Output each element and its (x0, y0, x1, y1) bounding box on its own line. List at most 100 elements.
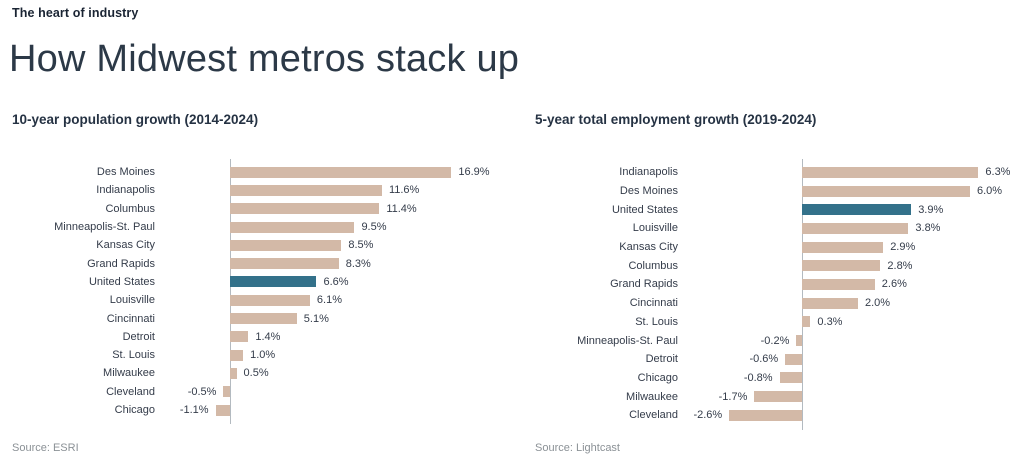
value-label: 8.3% (345, 257, 371, 270)
bar-row: Columbus 2.8% (535, 256, 1023, 275)
value-label: 3.9% (918, 203, 944, 216)
bar-row: Columbus 11.4% (12, 200, 517, 218)
category-label: United States (611, 203, 678, 216)
value-label: 16.9% (458, 166, 490, 179)
value-label: 2.0% (865, 297, 891, 310)
value-label: 9.5% (361, 221, 387, 234)
bar (802, 297, 858, 309)
value-label: 2.6% (881, 278, 907, 291)
value-label: -0.5% (187, 385, 217, 398)
bar-row: Milwaukee -1.7% (535, 387, 1023, 406)
category-label: Milwaukee (626, 390, 678, 403)
category-label: Des Moines (96, 166, 155, 179)
category-label: Chicago (637, 371, 678, 384)
bar-row: Des Moines 16.9% (12, 163, 517, 181)
bar-row: Grand Rapids 2.6% (535, 275, 1023, 294)
bar-chart-employment: Indianapolis 6.3% Des Moines 6.0% United Sta… (535, 159, 1023, 430)
bar-row: Detroit 1.4% (12, 328, 517, 346)
bar (802, 260, 881, 272)
bar-row: United States 6.6% (12, 273, 517, 291)
bar-row: Cleveland -0.5% (12, 383, 517, 401)
chart-employment-growth: 5-year total employment growth (2019-202… (535, 112, 1023, 461)
category-label: Columbus (105, 202, 155, 215)
bar-row: Minneapolis-St. Paul -0.2% (535, 331, 1023, 350)
bar-row: Cincinnati 2.0% (535, 294, 1023, 313)
value-label: 6.3% (985, 166, 1011, 179)
value-label: 2.9% (890, 241, 916, 254)
chart-subtitle: 10-year population growth (2014-2024) (12, 112, 259, 127)
category-label: Minneapolis-St. Paul (54, 221, 155, 234)
highlight-bar (802, 204, 912, 216)
bar (215, 404, 230, 416)
value-label: 11.4% (386, 202, 417, 215)
bar-chart-population: Des Moines 16.9% Indianapolis 11.6% Columbus… (12, 159, 517, 425)
chart-population-growth: 10-year population growth (2014-2024) De… (12, 112, 517, 461)
bar (230, 349, 244, 361)
category-label: St. Louis (635, 315, 678, 328)
kicker: The heart of industry (12, 6, 139, 20)
bar (223, 386, 230, 398)
bar (230, 258, 339, 270)
highlight-bar (230, 276, 317, 288)
value-label: -2.6% (693, 409, 723, 422)
bar (796, 335, 802, 347)
category-label: Louisville (632, 222, 678, 235)
axis-line (229, 159, 231, 425)
category-label: Minneapolis-St. Paul (577, 334, 678, 347)
bar-row: Chicago -0.8% (535, 369, 1023, 388)
bar (802, 241, 884, 253)
source-note: Source: Lightcast (535, 442, 620, 454)
bar-row: Louisville 6.1% (12, 291, 517, 309)
bar-row: Chicago -1.1% (12, 401, 517, 419)
value-label: 5.1% (303, 312, 329, 325)
category-label: Cleveland (106, 385, 155, 398)
value-label: 6.0% (977, 185, 1003, 198)
bar (802, 316, 811, 328)
category-label: Columbus (628, 259, 678, 272)
value-label: -0.2% (760, 334, 790, 347)
category-label: Indianapolis (619, 166, 678, 179)
bar-row: Kansas City 2.9% (535, 238, 1023, 257)
bar (230, 203, 380, 215)
bar-row: Des Moines 6.0% (535, 182, 1023, 201)
bar (802, 166, 979, 178)
value-label: 8.5% (348, 239, 374, 252)
bar-row: Louisville 3.8% (535, 219, 1023, 238)
category-label: Cincinnati (106, 312, 155, 325)
category-label: Chicago (114, 404, 155, 416)
category-label: Louisville (109, 294, 155, 307)
category-label: Cleveland (629, 409, 678, 422)
bar (802, 222, 909, 234)
bar (230, 331, 249, 343)
bar-row: Indianapolis 11.6% (12, 181, 517, 199)
bar (230, 239, 342, 251)
bar (779, 372, 802, 384)
bar (785, 353, 802, 365)
bar (230, 313, 297, 325)
category-label: Kansas City (619, 241, 678, 254)
bar-row: Grand Rapids 8.3% (12, 254, 517, 272)
value-label: 1.0% (250, 349, 276, 362)
bar-row: Cincinnati 5.1% (12, 309, 517, 327)
bar-row: Detroit -0.6% (535, 350, 1023, 369)
bar-row: United States 3.9% (535, 200, 1023, 219)
category-label: Kansas City (96, 239, 155, 252)
bar (802, 278, 875, 290)
bar (729, 409, 802, 421)
bar (230, 221, 355, 233)
bar-row: St. Louis 0.3% (535, 313, 1023, 332)
axis-line (801, 159, 803, 430)
category-label: Grand Rapids (87, 257, 155, 270)
category-label: St. Louis (112, 349, 155, 362)
value-label: 0.3% (817, 315, 843, 328)
category-label: Detroit (122, 330, 155, 343)
value-label: 6.6% (323, 275, 349, 288)
value-label: 6.1% (316, 294, 342, 307)
value-label: 3.8% (915, 222, 941, 235)
source-note: Source: ESRI (12, 442, 79, 454)
value-label: 1.4% (255, 330, 281, 343)
bar-row: Indianapolis 6.3% (535, 163, 1023, 182)
category-label: Cincinnati (629, 297, 678, 310)
bar (230, 367, 237, 379)
